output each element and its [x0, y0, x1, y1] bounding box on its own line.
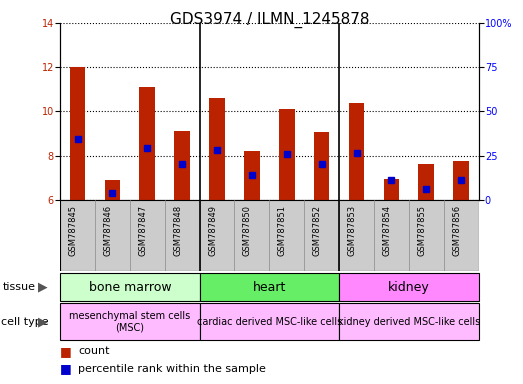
Bar — [349, 103, 365, 200]
Text: GSM787848: GSM787848 — [173, 205, 182, 256]
Bar — [105, 180, 120, 200]
Bar — [60, 200, 479, 271]
Bar — [200, 303, 339, 340]
Bar — [140, 87, 155, 200]
Bar — [174, 131, 190, 200]
Text: GSM787853: GSM787853 — [347, 205, 357, 256]
Text: GSM787845: GSM787845 — [69, 205, 77, 256]
Text: ▶: ▶ — [38, 315, 48, 328]
Bar — [383, 179, 399, 200]
Text: GSM787851: GSM787851 — [278, 205, 287, 256]
Bar — [200, 273, 339, 301]
Text: GSM787856: GSM787856 — [452, 205, 461, 256]
Text: GSM787852: GSM787852 — [313, 205, 322, 256]
Bar — [244, 151, 260, 200]
Text: kidney: kidney — [388, 281, 430, 293]
Text: GSM787849: GSM787849 — [208, 205, 217, 256]
Bar — [339, 303, 479, 340]
Text: ▶: ▶ — [38, 281, 48, 293]
Bar — [453, 161, 469, 200]
Bar — [70, 67, 85, 200]
Text: GSM787850: GSM787850 — [243, 205, 252, 256]
Bar — [314, 132, 329, 200]
Text: count: count — [78, 346, 110, 356]
Bar — [60, 273, 200, 301]
Bar — [418, 164, 434, 200]
Text: ■: ■ — [60, 345, 72, 358]
Text: GSM787847: GSM787847 — [138, 205, 147, 256]
Text: cardiac derived MSC-like cells: cardiac derived MSC-like cells — [197, 316, 342, 327]
Text: GDS3974 / ILMN_1245878: GDS3974 / ILMN_1245878 — [169, 12, 369, 28]
Text: bone marrow: bone marrow — [88, 281, 171, 293]
Bar — [60, 303, 200, 340]
Text: GSM787854: GSM787854 — [382, 205, 391, 256]
Text: heart: heart — [253, 281, 286, 293]
Text: GSM787855: GSM787855 — [417, 205, 426, 256]
Text: kidney derived MSC-like cells: kidney derived MSC-like cells — [338, 316, 480, 327]
Text: mesenchymal stem cells
(MSC): mesenchymal stem cells (MSC) — [69, 311, 190, 333]
Bar — [209, 98, 225, 200]
Bar — [339, 273, 479, 301]
Text: tissue: tissue — [3, 282, 36, 292]
Text: ■: ■ — [60, 362, 72, 375]
Text: percentile rank within the sample: percentile rank within the sample — [78, 364, 266, 374]
Bar — [279, 109, 294, 200]
Text: cell type: cell type — [1, 316, 48, 327]
Text: GSM787846: GSM787846 — [104, 205, 112, 256]
